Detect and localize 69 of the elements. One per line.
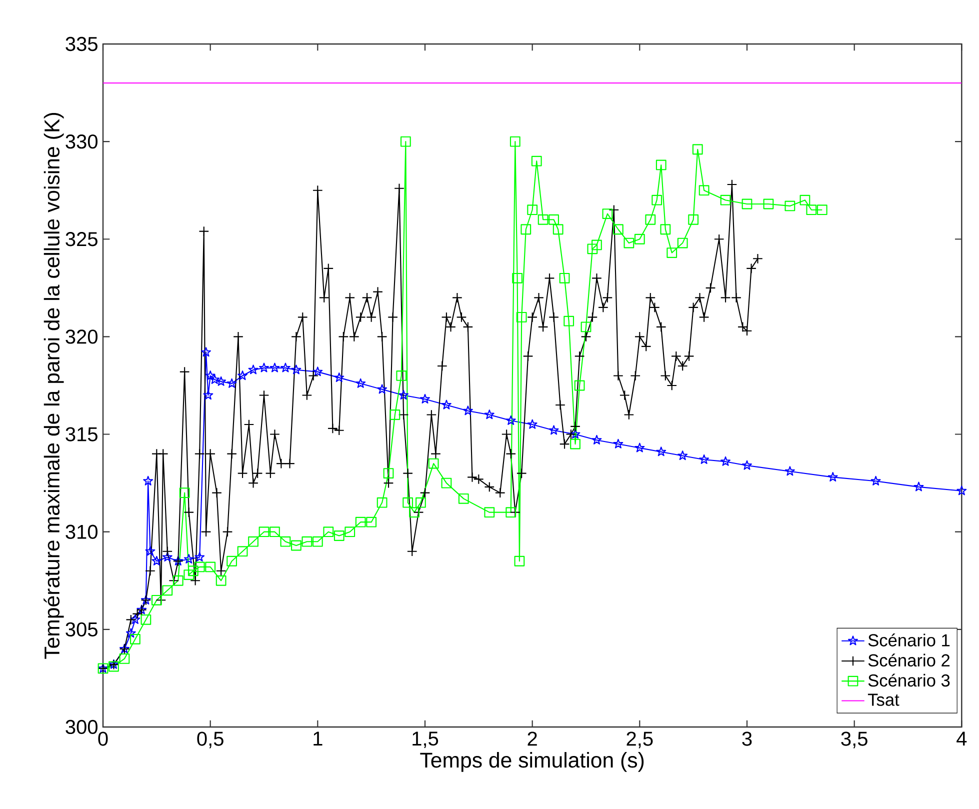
point bbox=[784, 466, 795, 476]
point bbox=[238, 370, 248, 380]
point bbox=[184, 554, 194, 564]
point bbox=[194, 552, 205, 562]
point bbox=[570, 429, 580, 439]
legend-label: Scénario 1 bbox=[868, 634, 950, 646]
y-tick-label: 330 bbox=[66, 134, 98, 149]
point bbox=[377, 384, 388, 394]
y-tick-label: 315 bbox=[66, 427, 98, 442]
point bbox=[548, 425, 559, 435]
x-tick-label: 4 bbox=[956, 732, 967, 746]
point bbox=[484, 410, 494, 420]
point bbox=[356, 378, 366, 388]
point bbox=[828, 472, 838, 482]
x-tick-label: 3,5 bbox=[841, 732, 868, 748]
point bbox=[130, 614, 140, 624]
point bbox=[506, 415, 516, 425]
y-tick-label: 325 bbox=[66, 232, 98, 246]
point bbox=[143, 476, 154, 486]
point bbox=[462, 406, 473, 416]
point bbox=[441, 400, 452, 410]
y-tick-label: 320 bbox=[66, 330, 98, 344]
point bbox=[205, 370, 216, 380]
legend-label: Scénario 3 bbox=[868, 674, 950, 687]
point bbox=[226, 378, 237, 388]
point bbox=[592, 434, 602, 444]
y-tick-label: 310 bbox=[66, 524, 98, 539]
point bbox=[914, 482, 924, 492]
point bbox=[420, 394, 430, 404]
point bbox=[270, 362, 280, 372]
x-tick-label: 2,5 bbox=[626, 732, 653, 748]
point bbox=[201, 347, 212, 357]
legend-label: Scénario 2 bbox=[868, 654, 950, 667]
point bbox=[634, 442, 645, 452]
point bbox=[656, 446, 666, 456]
point bbox=[216, 376, 226, 386]
point bbox=[145, 546, 156, 556]
y-tick-label: 335 bbox=[66, 36, 98, 52]
point bbox=[203, 390, 214, 400]
point bbox=[613, 438, 624, 448]
point bbox=[742, 460, 752, 470]
point bbox=[280, 362, 290, 372]
point bbox=[527, 419, 538, 429]
x-tick-label: 1,5 bbox=[412, 732, 438, 748]
y-axis-title: Température maximale de la paroi de la cellule voisine (K) bbox=[44, 113, 64, 659]
x-tick-label: 1 bbox=[314, 732, 322, 746]
point bbox=[248, 364, 258, 374]
point bbox=[126, 628, 136, 638]
point bbox=[162, 552, 172, 562]
point bbox=[152, 556, 162, 566]
point bbox=[210, 374, 220, 384]
y-tick-label: 300 bbox=[66, 720, 98, 734]
point bbox=[259, 362, 269, 372]
point bbox=[720, 456, 730, 466]
point bbox=[678, 450, 688, 460]
point bbox=[870, 476, 881, 486]
point bbox=[956, 486, 967, 496]
x-tick-label: 2 bbox=[528, 732, 537, 746]
x-axis-title: Temps de simulation (s) bbox=[420, 752, 644, 772]
x-tick-label: 3 bbox=[742, 732, 752, 746]
point bbox=[334, 372, 344, 382]
point bbox=[699, 454, 710, 464]
point bbox=[291, 364, 302, 374]
x-tick-label: 0,5 bbox=[197, 732, 224, 748]
y-tick-label: 305 bbox=[66, 622, 98, 636]
legend-label: Tsat bbox=[868, 694, 900, 706]
point bbox=[398, 390, 409, 400]
x-tick-label: 0 bbox=[98, 732, 108, 746]
point bbox=[312, 366, 323, 376]
